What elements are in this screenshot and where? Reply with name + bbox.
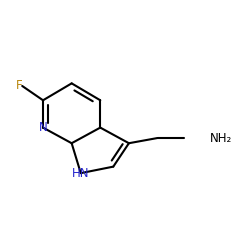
Text: F: F (16, 80, 22, 92)
Text: NH₂: NH₂ (210, 132, 232, 144)
Text: N: N (39, 121, 48, 134)
Text: HN: HN (72, 167, 90, 180)
